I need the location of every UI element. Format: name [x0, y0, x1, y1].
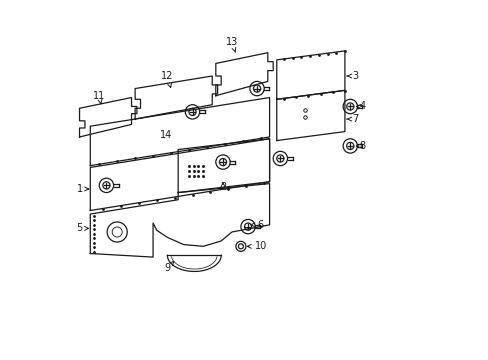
Text: 1: 1 — [76, 184, 88, 194]
Text: 14: 14 — [159, 130, 171, 140]
Text: 9: 9 — [164, 261, 173, 273]
Text: 10: 10 — [247, 241, 266, 251]
Text: 8: 8 — [356, 141, 365, 151]
Text: 12: 12 — [161, 71, 173, 87]
Text: 7: 7 — [346, 114, 358, 124]
Text: 5: 5 — [76, 224, 88, 233]
Text: 4: 4 — [356, 102, 365, 112]
Text: 2: 2 — [220, 182, 225, 192]
Text: 3: 3 — [346, 71, 358, 81]
Text: 13: 13 — [225, 37, 238, 52]
Text: 11: 11 — [93, 91, 105, 104]
Text: 6: 6 — [250, 220, 263, 230]
